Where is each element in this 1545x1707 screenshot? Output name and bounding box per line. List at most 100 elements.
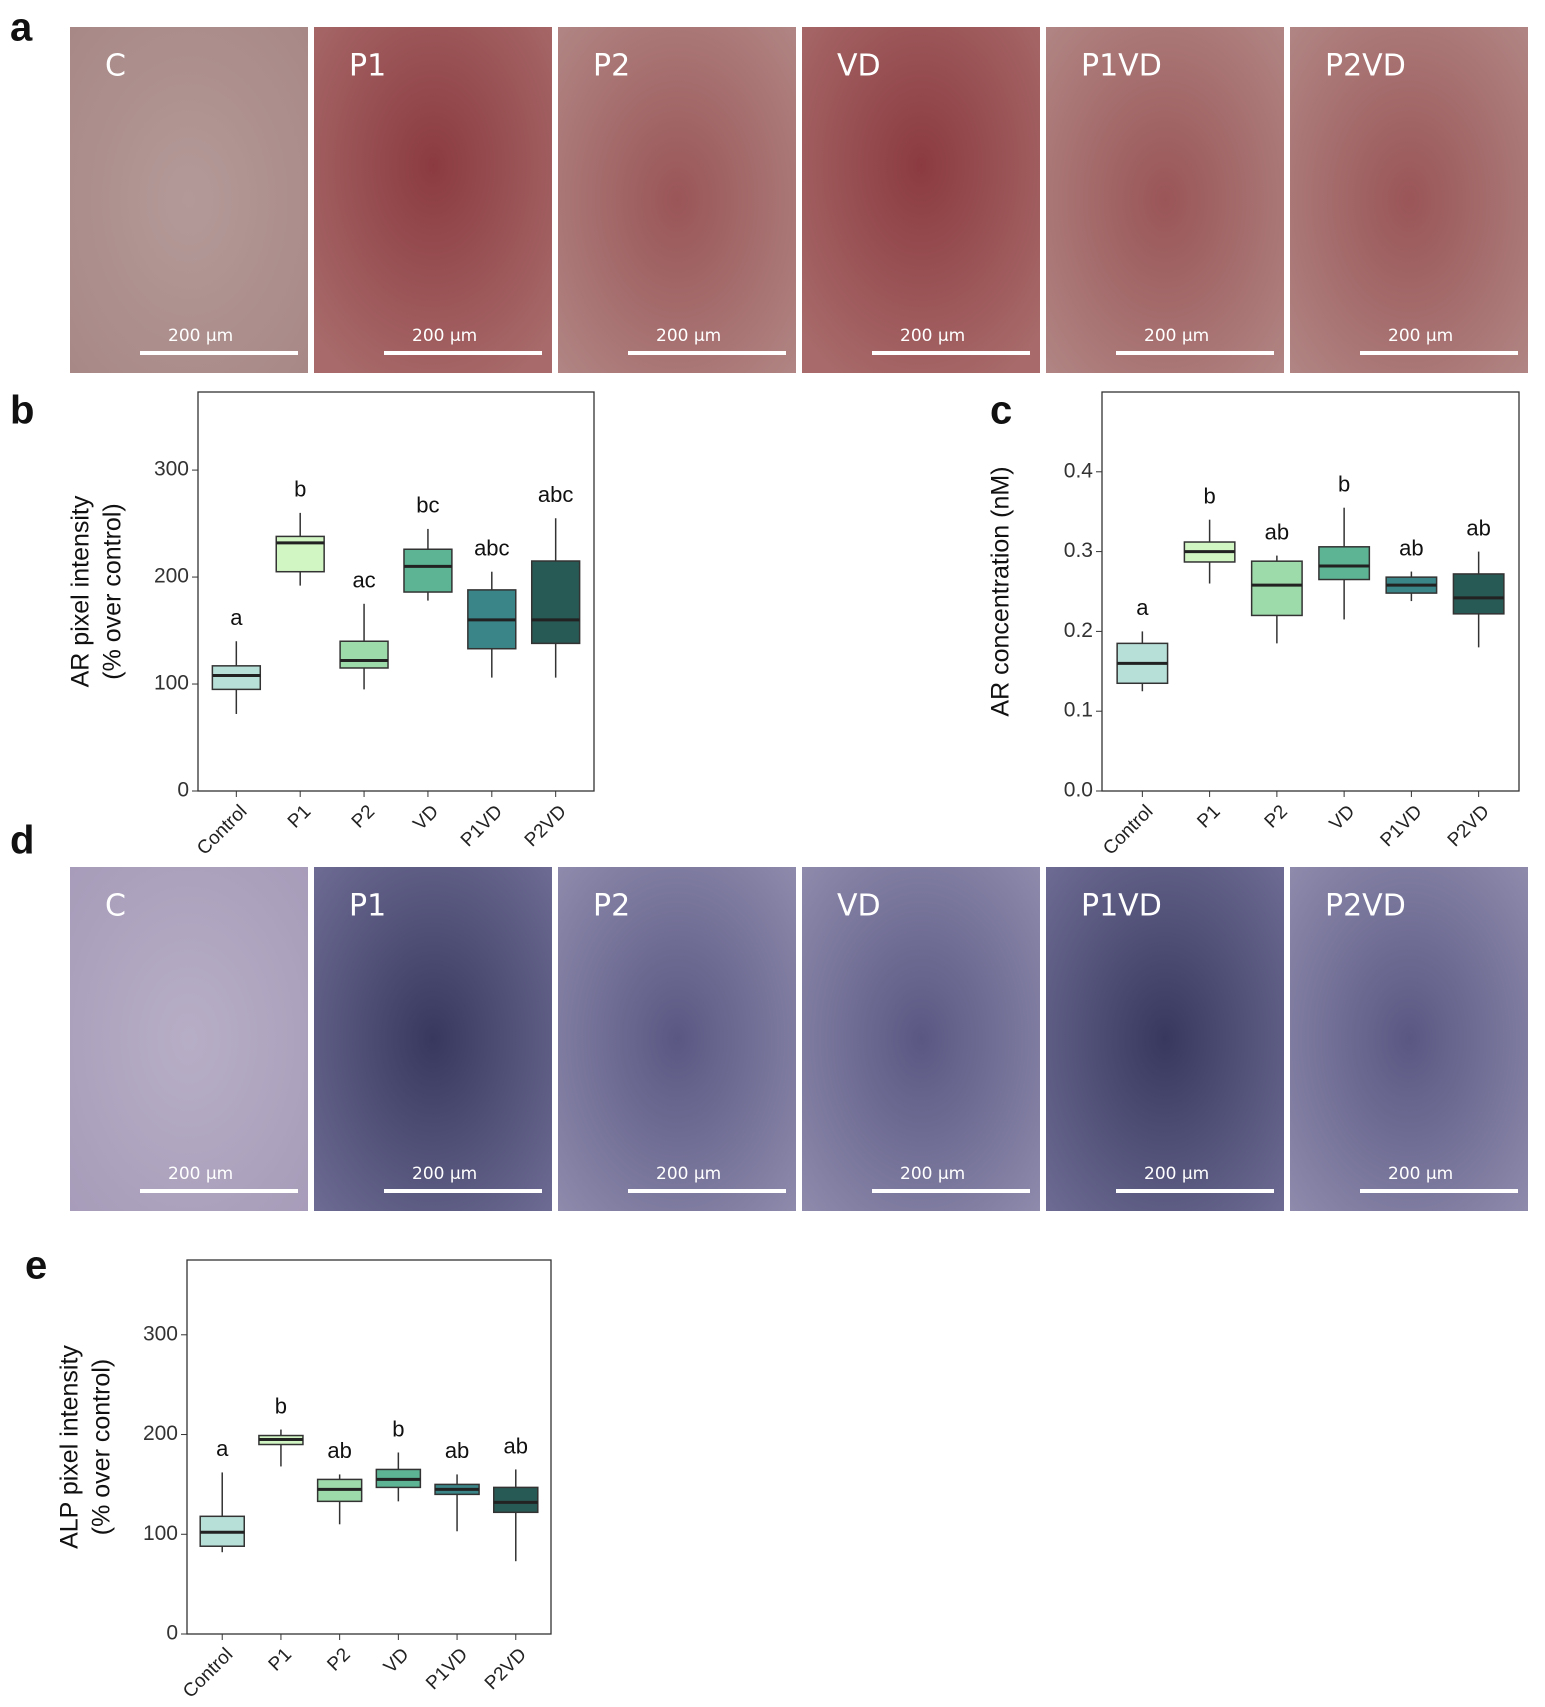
x-tick-label: VD — [409, 801, 443, 835]
y-tick-label: 0.3 — [1064, 539, 1093, 562]
significance-letter: b — [1338, 472, 1350, 497]
scale-bar-label: 200 µm — [1144, 326, 1209, 346]
significance-letter: ab — [1466, 515, 1490, 540]
plot-frame — [186, 1259, 552, 1635]
significance-letter: ab — [1265, 519, 1289, 544]
y-axis-label: AR pixel intensity — [67, 495, 95, 687]
significance-letter: b — [392, 1416, 404, 1441]
micrograph — [70, 867, 308, 1211]
x-tick-label: P2 — [323, 1644, 354, 1675]
significance-letter: a — [230, 605, 243, 630]
micrograph — [802, 27, 1040, 373]
image-label: P2 — [593, 49, 630, 84]
panel-letter: b — [10, 389, 34, 433]
image-label: VD — [837, 889, 881, 924]
panel-letter: e — [25, 1244, 47, 1288]
significance-letter: ab — [445, 1438, 469, 1463]
x-tick-label: P2VD — [521, 801, 571, 851]
scale-bar-label: 200 µm — [1388, 326, 1453, 346]
x-tick-label: P2 — [1261, 801, 1292, 832]
y-tick-label: 200 — [143, 1422, 178, 1445]
significance-letter: ab — [504, 1433, 528, 1458]
x-tick-label: P2VD — [1444, 801, 1494, 851]
y-tick-label: 100 — [143, 1522, 178, 1545]
micrograph — [314, 27, 552, 373]
box — [211, 665, 262, 691]
micrograph — [70, 27, 308, 373]
x-tick-label: P2 — [348, 801, 379, 832]
plot-frame — [1101, 391, 1520, 792]
image-label: P1VD — [1081, 49, 1162, 84]
panel-letter: d — [10, 819, 34, 863]
x-tick-label: P1 — [284, 801, 315, 832]
scale-bar-label: 200 µm — [412, 326, 477, 346]
box — [530, 560, 581, 645]
y-axis-label: AR concentration (nM) — [987, 466, 1015, 716]
x-tick-label: Control — [179, 1644, 237, 1702]
micrograph — [1046, 27, 1284, 373]
panel-letter: a — [10, 6, 33, 50]
significance-letter: b — [294, 477, 306, 502]
micrograph — [314, 867, 552, 1211]
x-tick-label: P1VD — [457, 801, 507, 851]
micrograph — [558, 867, 796, 1211]
x-tick-label: VD — [380, 1644, 414, 1678]
significance-letter: ac — [352, 568, 375, 593]
significance-letter: b — [275, 1393, 287, 1418]
scale-bar-label: 200 µm — [656, 326, 721, 346]
scale-bar-label: 200 µm — [656, 1164, 721, 1184]
image-label: C — [105, 889, 126, 924]
box — [403, 548, 453, 593]
significance-letter: a — [1136, 595, 1149, 620]
scale-bar-label: 200 µm — [900, 1164, 965, 1184]
y-tick-label: 200 — [154, 565, 189, 588]
x-tick-label: P1 — [265, 1644, 296, 1675]
y-tick-label: 0 — [166, 1622, 178, 1645]
significance-letter: a — [216, 1436, 229, 1461]
y-axis-label: (% over control) — [88, 1359, 116, 1535]
scale-bar-label: 200 µm — [168, 1164, 233, 1184]
y-tick-label: 300 — [154, 458, 189, 481]
box — [339, 640, 389, 669]
micrograph — [1046, 867, 1284, 1211]
image-label: VD — [837, 49, 881, 84]
significance-letter: ab — [1399, 535, 1423, 560]
scale-bar-label: 200 µm — [900, 326, 965, 346]
micrograph — [1290, 27, 1528, 373]
significance-letter: abc — [538, 482, 573, 507]
x-tick-label: VD — [1326, 801, 1360, 835]
box — [493, 1486, 539, 1514]
image-label: C — [105, 49, 126, 84]
scale-bar-label: 200 µm — [168, 326, 233, 346]
y-tick-label: 0.4 — [1064, 459, 1094, 482]
image-label: P1 — [349, 889, 386, 924]
x-tick-label: Control — [1099, 801, 1157, 859]
image-label: P1VD — [1081, 889, 1162, 924]
box — [1452, 573, 1505, 615]
x-tick-label: P1VD — [422, 1644, 472, 1694]
y-tick-label: 100 — [154, 672, 189, 695]
x-tick-label: P1VD — [1377, 801, 1427, 851]
significance-letter: ab — [327, 1438, 351, 1463]
panel-letter: c — [990, 389, 1012, 433]
scale-bar-label: 200 µm — [1144, 1164, 1209, 1184]
scale-bar-label: 200 µm — [412, 1164, 477, 1184]
x-tick-label: P1 — [1193, 801, 1224, 832]
box — [1318, 546, 1371, 581]
box — [1250, 560, 1303, 617]
y-tick-label: 0.1 — [1064, 699, 1093, 722]
y-axis-label: ALP pixel intensity — [56, 1345, 84, 1549]
y-tick-label: 300 — [143, 1322, 178, 1345]
x-tick-label: Control — [193, 801, 251, 859]
y-tick-label: 0.0 — [1064, 779, 1093, 802]
micrograph — [558, 27, 796, 373]
image-label: P2 — [593, 889, 630, 924]
y-axis-label: (% over control) — [99, 503, 127, 679]
micrograph — [802, 867, 1040, 1211]
plot-frame — [197, 391, 595, 792]
significance-letter: abc — [474, 536, 509, 561]
significance-letter: b — [1203, 483, 1215, 508]
y-tick-label: 0.2 — [1064, 619, 1093, 642]
scale-bar-label: 200 µm — [1388, 1164, 1453, 1184]
